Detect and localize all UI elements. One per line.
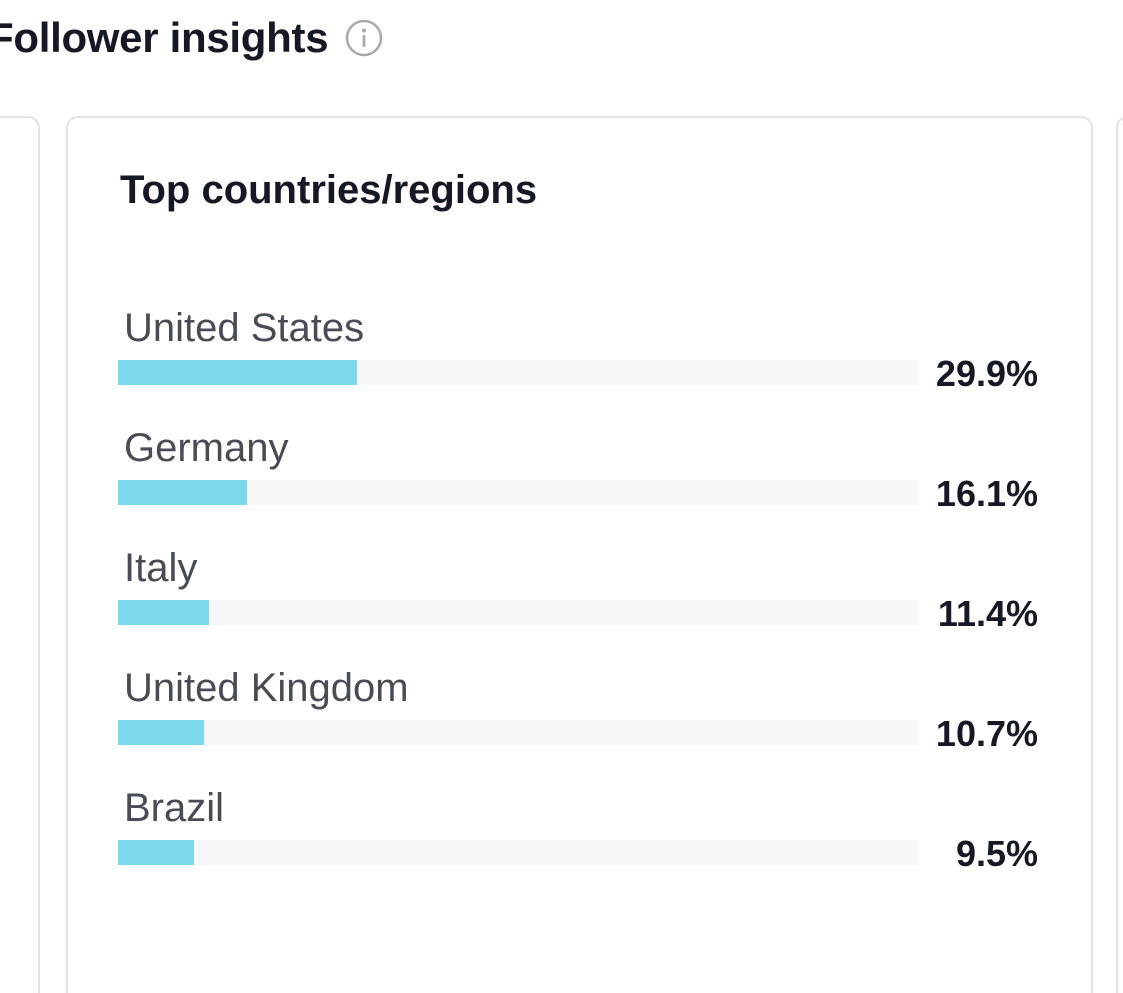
- region-name: United States: [124, 306, 365, 350]
- card-title: Top countries/regions: [120, 168, 538, 212]
- bar-fill: [118, 840, 194, 865]
- bar-track: [118, 360, 918, 385]
- region-name: Italy: [124, 546, 198, 590]
- region-bar-chart: United States 29.9% Germany 16.1% Italy 11.4%…: [118, 300, 1038, 900]
- region-row: Italy 11.4%: [118, 540, 1038, 660]
- region-name: Germany: [124, 426, 289, 470]
- region-percentage: 10.7%: [935, 713, 1038, 754]
- region-name: Brazil: [124, 786, 225, 830]
- region-row: United Kingdom 10.7%: [118, 660, 1038, 780]
- bar-fill: [118, 360, 358, 385]
- region-row: Germany 16.1%: [118, 420, 1038, 540]
- next-insight-card[interactable]: [1116, 116, 1123, 993]
- bar-track: [118, 840, 918, 865]
- section-header: Follower insights: [0, 8, 384, 68]
- bar-fill: [118, 600, 210, 625]
- bar-fill: [118, 720, 204, 745]
- region-percentage: 9.5%: [955, 833, 1038, 874]
- bar-track: [118, 480, 918, 505]
- bar-track: [118, 720, 918, 745]
- previous-insight-card[interactable]: [0, 116, 40, 993]
- top-countries-card: Top countries/regions United States 29.9%…: [66, 116, 1093, 993]
- region-percentage: 16.1%: [935, 473, 1038, 514]
- region-row: Brazil 9.5%: [118, 780, 1038, 900]
- region-name: United Kingdom: [124, 666, 409, 710]
- info-icon[interactable]: [344, 18, 384, 58]
- bar-fill: [118, 480, 247, 505]
- region-row: United States 29.9%: [118, 300, 1038, 420]
- section-title: Follower insights: [0, 14, 329, 61]
- bar-track: [118, 600, 918, 625]
- region-percentage: 11.4%: [937, 593, 1038, 634]
- region-percentage: 29.9%: [935, 353, 1038, 394]
